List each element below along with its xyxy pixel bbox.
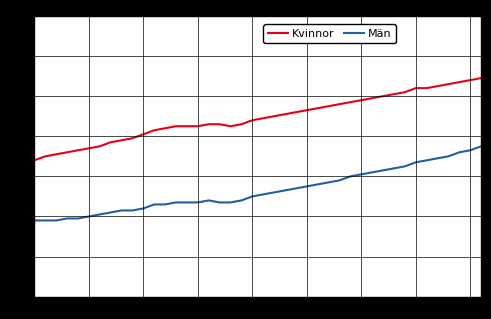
Kvinnor [184, 124, 190, 128]
Kvinnor [282, 112, 288, 116]
Män [184, 201, 190, 204]
Kvinnor [326, 104, 331, 108]
Kvinnor [424, 86, 430, 90]
Män [64, 217, 70, 220]
Kvinnor [260, 116, 266, 120]
Män [282, 189, 288, 192]
Kvinnor [42, 154, 48, 158]
Kvinnor [239, 122, 245, 126]
Män [195, 201, 201, 204]
Kvinnor [151, 128, 157, 132]
Män [260, 192, 266, 196]
Kvinnor [315, 106, 321, 110]
Kvinnor [413, 86, 419, 90]
Kvinnor [206, 122, 212, 126]
Män [380, 168, 386, 172]
Män [228, 201, 234, 204]
Kvinnor [391, 92, 397, 96]
Män [293, 187, 299, 190]
Kvinnor [336, 102, 342, 106]
Kvinnor [195, 124, 201, 128]
Män [304, 184, 310, 188]
Män [391, 167, 397, 170]
Kvinnor [119, 138, 125, 142]
Män [348, 174, 354, 178]
Kvinnor [75, 148, 81, 152]
Kvinnor [217, 122, 222, 126]
Kvinnor [228, 124, 234, 128]
Män [336, 178, 342, 182]
Män [369, 170, 375, 174]
Män [140, 206, 146, 210]
Legend: Kvinnor, Män: Kvinnor, Män [263, 24, 396, 43]
Kvinnor [130, 136, 136, 140]
Kvinnor [162, 126, 168, 130]
Män [75, 217, 81, 220]
Män [249, 195, 255, 198]
Män [413, 160, 419, 164]
Kvinnor [445, 82, 451, 86]
Kvinnor [380, 94, 386, 98]
Män [435, 156, 440, 160]
Kvinnor [358, 98, 364, 102]
Män [31, 219, 37, 222]
Kvinnor [304, 108, 310, 112]
Kvinnor [293, 110, 299, 114]
Män [86, 215, 92, 219]
Män [467, 148, 473, 152]
Kvinnor [64, 150, 70, 154]
Kvinnor [140, 132, 146, 136]
Män [130, 209, 136, 212]
Män [326, 181, 331, 184]
Män [239, 198, 245, 202]
Kvinnor [402, 90, 408, 94]
Kvinnor [348, 100, 354, 104]
Kvinnor [435, 84, 440, 88]
Kvinnor [108, 140, 113, 144]
Män [358, 173, 364, 176]
Män [119, 209, 125, 212]
Män [42, 219, 48, 222]
Män [206, 198, 212, 202]
Män [457, 150, 463, 154]
Män [402, 164, 408, 168]
Kvinnor [31, 159, 37, 162]
Män [217, 201, 222, 204]
Män [424, 159, 430, 162]
Män [151, 203, 157, 206]
Kvinnor [53, 152, 59, 156]
Kvinnor [457, 80, 463, 84]
Kvinnor [97, 145, 103, 148]
Män [271, 190, 277, 194]
Line: Kvinnor: Kvinnor [34, 78, 481, 160]
Män [108, 211, 113, 214]
Män [97, 212, 103, 216]
Kvinnor [369, 96, 375, 100]
Line: Män: Män [34, 146, 481, 220]
Kvinnor [249, 118, 255, 122]
Män [173, 201, 179, 204]
Män [478, 145, 484, 148]
Kvinnor [478, 76, 484, 80]
Män [162, 203, 168, 206]
Män [315, 182, 321, 186]
Män [445, 154, 451, 158]
Kvinnor [173, 124, 179, 128]
Kvinnor [86, 146, 92, 150]
Kvinnor [467, 78, 473, 82]
Män [53, 219, 59, 222]
Kvinnor [271, 114, 277, 118]
